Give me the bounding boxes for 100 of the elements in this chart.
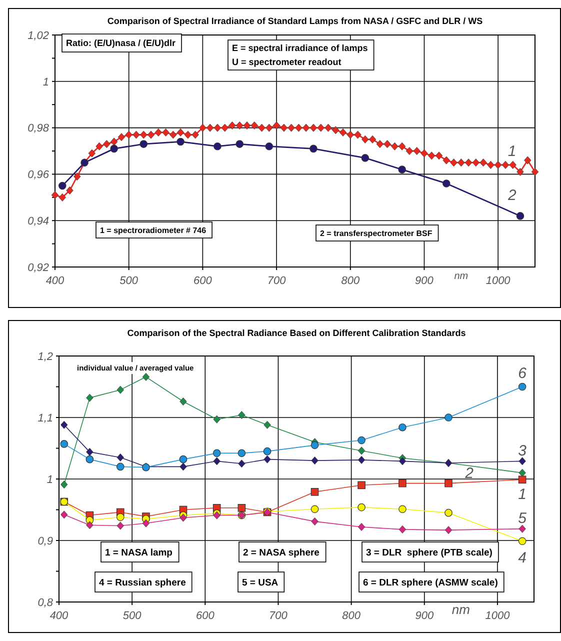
point <box>518 524 526 533</box>
point <box>86 448 94 456</box>
point <box>398 525 406 534</box>
point <box>110 144 118 153</box>
series-label: 6 <box>518 365 528 382</box>
point <box>116 522 124 530</box>
point <box>86 455 94 464</box>
annotation: 2 = transferspectrometer BSF <box>320 228 432 238</box>
point <box>310 144 318 153</box>
point <box>238 411 246 420</box>
point <box>310 441 319 450</box>
point <box>518 537 526 546</box>
x-tick-label: 900 <box>415 275 434 287</box>
point <box>180 514 187 522</box>
x-tick-label: 900 <box>415 610 434 622</box>
y-tick-label: 0,94 <box>28 215 49 228</box>
y-tick-label: 1,1 <box>38 412 53 424</box>
point <box>398 457 406 466</box>
annotation: U = spectrometer readout <box>232 57 342 68</box>
point <box>516 212 524 220</box>
x-tick-label: 800 <box>342 610 362 622</box>
x-tick-label: 700 <box>267 275 287 287</box>
annotation: E = spectral irradiance of lamps <box>232 43 368 54</box>
annotation: 3 = DLR sphere (PTB scale) <box>366 547 492 558</box>
annotation: 4 = Russian sphere <box>99 577 186 588</box>
point <box>444 526 452 534</box>
x-tick-label: 600 <box>194 275 213 287</box>
point <box>518 468 526 477</box>
x-tick-label: 500 <box>122 610 142 622</box>
series-label: 1 <box>518 486 526 503</box>
x-tick-label: 1000 <box>485 610 511 622</box>
series-label: 2 <box>464 465 474 482</box>
point <box>311 517 318 526</box>
point <box>444 508 452 517</box>
point <box>142 519 150 528</box>
point <box>358 436 366 444</box>
point <box>58 182 66 190</box>
point <box>444 479 452 488</box>
point <box>442 180 450 188</box>
x-tick-label: 600 <box>196 610 216 622</box>
y-tick-label: 0,98 <box>28 122 50 135</box>
point <box>263 447 272 456</box>
series-label: 4 <box>518 549 526 566</box>
series-label: 3 <box>518 442 528 460</box>
point <box>116 513 124 522</box>
x-tick-label: 400 <box>50 610 70 622</box>
y-tick-label: 0,9 <box>38 535 53 548</box>
point <box>361 154 370 162</box>
point <box>213 415 220 424</box>
y-tick-label: 0,96 <box>28 169 50 182</box>
annotation: 1 = NASA lamp <box>105 547 173 558</box>
y-tick-label: 1 <box>42 76 49 88</box>
point <box>60 420 68 429</box>
y-tick-label: 0,8 <box>38 596 54 609</box>
point <box>358 456 366 464</box>
point <box>518 476 526 484</box>
point <box>311 456 318 465</box>
x-tick-label: 500 <box>120 275 139 287</box>
point <box>236 140 244 148</box>
point <box>398 505 406 514</box>
annotation: Ratio: (E/U)nasa / (E/U)dlr <box>66 38 176 48</box>
annotation: 2 = NASA sphere <box>243 547 320 558</box>
point <box>238 504 246 512</box>
point <box>238 449 246 458</box>
chart-title: Comparison of the Spectral Radiance Based on Different Calibration Standards <box>127 328 466 338</box>
point <box>398 479 406 488</box>
point <box>214 142 222 150</box>
point <box>116 386 124 394</box>
point <box>60 510 68 519</box>
y-tick-label: 1,2 <box>38 350 53 363</box>
point <box>265 142 274 150</box>
chart-title: Comparison of Spectral Irradiance of Standard Lamps from NASA / GSFC and DLR / WS <box>107 16 483 26</box>
point <box>358 522 366 531</box>
point <box>518 457 526 466</box>
point <box>60 440 68 448</box>
point <box>142 372 150 381</box>
point <box>310 505 319 514</box>
point <box>60 480 68 489</box>
annotation: 6 = DLR sphere (ASMW scale) <box>363 577 498 588</box>
point <box>116 453 124 462</box>
point <box>264 420 271 429</box>
y-tick-label: 1 <box>46 474 53 486</box>
x-tick-label: 400 <box>46 275 66 287</box>
point <box>264 455 271 464</box>
x-tick-label: 800 <box>341 275 360 287</box>
point <box>518 382 526 391</box>
x-axis-title: nm <box>454 271 468 282</box>
point <box>213 457 220 466</box>
y-tick-label: 0,92 <box>28 262 49 274</box>
point <box>180 462 187 471</box>
point <box>212 449 221 458</box>
series-label: 1 <box>508 143 516 160</box>
point <box>86 521 94 530</box>
x-axis-title: nm <box>452 602 470 617</box>
annotation: 1 = spectroradiometer # 746 <box>100 226 207 235</box>
series-label: 2 <box>507 187 518 204</box>
point <box>176 138 184 146</box>
x-tick-label: 700 <box>269 610 288 622</box>
point <box>398 423 406 432</box>
point <box>444 414 452 422</box>
